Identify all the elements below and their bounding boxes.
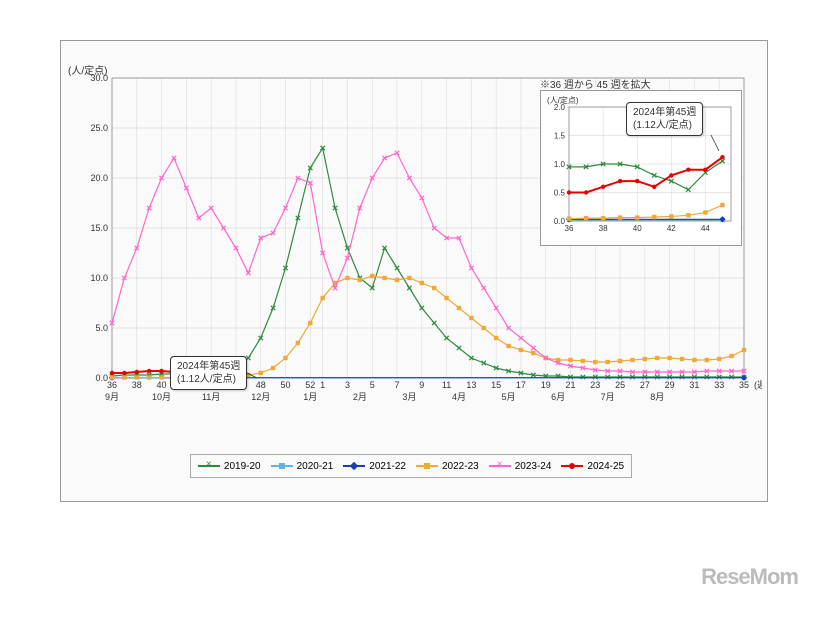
svg-text:33: 33 <box>714 380 724 390</box>
svg-text:8月: 8月 <box>650 392 664 402</box>
svg-text:11: 11 <box>442 380 451 390</box>
svg-text:11月: 11月 <box>202 392 220 402</box>
inset-callout-line1: 2024年第45週 <box>633 106 696 119</box>
legend-swatch <box>561 465 583 467</box>
legend-label: 2020-21 <box>297 461 334 472</box>
svg-text:40: 40 <box>633 224 642 233</box>
legend-swatch: × <box>489 465 511 467</box>
svg-text:52: 52 <box>305 380 315 390</box>
svg-text:7: 7 <box>395 380 400 390</box>
svg-text:38: 38 <box>599 224 608 233</box>
svg-text:4月: 4月 <box>452 392 466 402</box>
legend-label: 2021-22 <box>369 461 406 472</box>
svg-text:10.0: 10.0 <box>90 273 108 283</box>
inset-callout-line2: (1.12人/定点) <box>633 119 696 132</box>
legend-item: 2020-21 <box>271 461 334 472</box>
legend-item: 2022-23 <box>416 461 479 472</box>
legend-label: 2024-25 <box>587 461 624 472</box>
svg-text:1: 1 <box>320 380 325 390</box>
legend-item: 2024-25 <box>561 461 624 472</box>
main-callout: 2024年第45週 (1.12人/定点) <box>170 356 247 390</box>
svg-text:30.0: 30.0 <box>90 73 108 83</box>
svg-text:2月: 2月 <box>353 392 367 402</box>
svg-text:25: 25 <box>615 380 625 390</box>
legend-item: 2021-22 <box>343 461 406 472</box>
svg-text:23: 23 <box>590 380 600 390</box>
svg-text:2.0: 2.0 <box>554 103 566 112</box>
svg-text:9月: 9月 <box>105 392 119 402</box>
svg-text:36: 36 <box>565 224 574 233</box>
svg-text:1.5: 1.5 <box>554 132 566 141</box>
legend: × 2019-20 2020-21 2021-22 2022-23 × 2023-24 202… <box>190 454 632 478</box>
svg-text:40: 40 <box>157 380 167 390</box>
svg-text:27: 27 <box>640 380 650 390</box>
svg-text:12月: 12月 <box>251 392 270 402</box>
svg-text:25.0: 25.0 <box>90 123 108 133</box>
svg-text:3月: 3月 <box>402 392 416 402</box>
inset-callout: 2024年第45週 (1.12人/定点) <box>626 102 703 136</box>
callout-line1: 2024年第45週 <box>177 360 240 373</box>
watermark: ReseMom <box>701 564 798 590</box>
legend-swatch: × <box>198 465 220 467</box>
svg-text:13: 13 <box>466 380 476 390</box>
svg-text:17: 17 <box>516 380 526 390</box>
svg-text:44: 44 <box>701 224 710 233</box>
svg-text:48: 48 <box>256 380 266 390</box>
svg-text:3: 3 <box>345 380 350 390</box>
svg-text:19: 19 <box>541 380 551 390</box>
svg-text:0.5: 0.5 <box>554 189 566 198</box>
inset-title: ※36 週から 45 週を拡大 <box>540 76 651 91</box>
svg-text:50: 50 <box>280 380 290 390</box>
svg-text:9: 9 <box>419 380 424 390</box>
svg-text:5.0: 5.0 <box>95 323 108 333</box>
legend-label: 2022-23 <box>442 461 479 472</box>
svg-text:20.0: 20.0 <box>90 173 108 183</box>
svg-text:(週): (週) <box>741 224 742 233</box>
svg-text:1月: 1月 <box>303 392 317 402</box>
svg-text:29: 29 <box>665 380 675 390</box>
svg-text:(週): (週) <box>754 380 762 390</box>
legend-item: × 2023-24 <box>489 461 552 472</box>
legend-label: 2019-20 <box>224 461 261 472</box>
svg-text:6月: 6月 <box>551 392 565 402</box>
legend-swatch <box>271 465 293 467</box>
svg-text:15: 15 <box>491 380 501 390</box>
legend-item: × 2019-20 <box>198 461 261 472</box>
svg-text:1.0: 1.0 <box>554 160 566 169</box>
svg-text:10月: 10月 <box>152 392 171 402</box>
svg-text:15.0: 15.0 <box>90 223 108 233</box>
svg-text:36: 36 <box>107 380 117 390</box>
svg-text:5月: 5月 <box>502 392 516 402</box>
legend-swatch <box>416 465 438 467</box>
svg-text:42: 42 <box>667 224 676 233</box>
svg-text:5: 5 <box>370 380 375 390</box>
legend-label: 2023-24 <box>515 461 552 472</box>
svg-text:38: 38 <box>132 380 142 390</box>
svg-text:7月: 7月 <box>601 392 615 402</box>
callout-line2: (1.12人/定点) <box>177 373 240 386</box>
svg-text:35: 35 <box>739 380 749 390</box>
page-container: (人/定点) 0.05.010.015.020.025.030.03638404… <box>0 0 826 620</box>
svg-text:21: 21 <box>566 380 576 390</box>
legend-swatch <box>343 465 365 467</box>
svg-text:31: 31 <box>689 380 699 390</box>
